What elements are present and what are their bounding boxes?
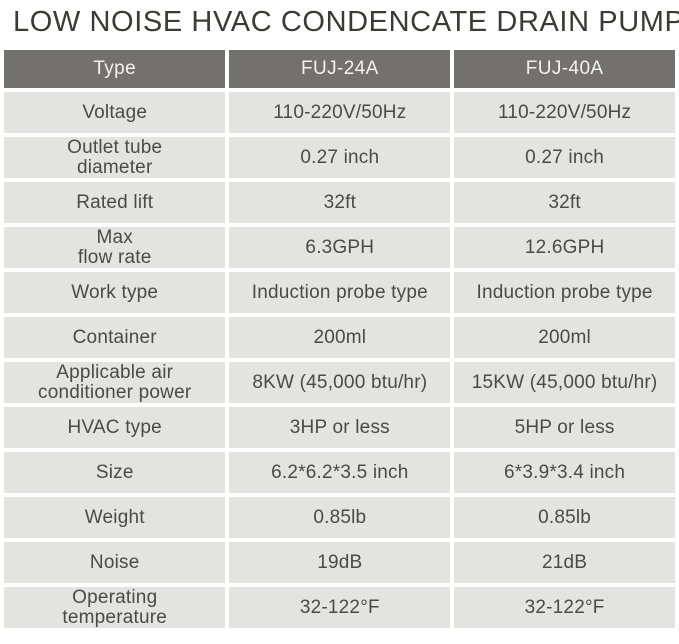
spec-value: 21dB [454, 542, 675, 583]
spec-value: Induction probe type [229, 272, 451, 313]
spec-value: 200ml [454, 317, 675, 358]
spec-label: Voltage [4, 92, 226, 133]
spec-value: 0.27 inch [454, 137, 675, 178]
spec-label: Weight [4, 497, 226, 538]
spec-value: 32ft [229, 182, 451, 223]
spec-value: 0.85lb [229, 497, 451, 538]
spec-value: 15KW (45,000 btu/hr) [454, 362, 675, 403]
spec-row-outlet-tube-diameter: Outlet tube diameter 0.27 inch 0.27 inch [4, 137, 675, 178]
spec-value: 8KW (45,000 btu/hr) [229, 362, 451, 403]
spec-value: 6.2*6.2*3.5 inch [229, 452, 451, 493]
spec-value: 110-220V/50Hz [229, 92, 451, 133]
spec-value: 32-122°F [454, 587, 675, 628]
spec-row-voltage: Voltage 110-220V/50Hz 110-220V/50Hz [4, 92, 675, 133]
column-header-fuj-40a: FUJ-40A [454, 50, 675, 88]
spec-label: Max flow rate [4, 227, 226, 268]
spec-label: Outlet tube diameter [4, 137, 226, 178]
spec-label: Rated lift [4, 182, 226, 223]
spec-row-size: Size 6.2*6.2*3.5 inch 6*3.9*3.4 inch [4, 452, 675, 493]
spec-value: 12.6GPH [454, 227, 675, 268]
spec-label: Operating temperature [4, 587, 226, 628]
page-title: LOW NOISE HVAC CONDENCATE DRAIN PUMP [13, 6, 679, 38]
spec-value: Induction probe type [454, 272, 675, 313]
spec-row-noise: Noise 19dB 21dB [4, 542, 675, 583]
spec-row-rated-lift: Rated lift 32ft 32ft [4, 182, 675, 223]
spec-value: 6.3GPH [229, 227, 451, 268]
column-header-fuj-24a: FUJ-24A [229, 50, 451, 88]
spec-value: 19dB [229, 542, 451, 583]
spec-value: 0.85lb [454, 497, 675, 538]
spec-row-max-flow-rate: Max flow rate 6.3GPH 12.6GPH [4, 227, 675, 268]
spec-value: 0.27 inch [229, 137, 451, 178]
spec-table: Type FUJ-24A FUJ-40A Voltage 110-220V/50… [0, 46, 679, 632]
spec-row-container: Container 200ml 200ml [4, 317, 675, 358]
spec-row-hvac-type: HVAC type 3HP or less 5HP or less [4, 407, 675, 448]
column-header-type: Type [4, 50, 226, 88]
spec-label: HVAC type [4, 407, 226, 448]
spec-row-applicable-air-conditioner-power: Applicable air conditioner power 8KW (45… [4, 362, 675, 403]
spec-label: Container [4, 317, 226, 358]
spec-label: Applicable air conditioner power [4, 362, 226, 403]
spec-value: 6*3.9*3.4 inch [454, 452, 675, 493]
spec-label: Size [4, 452, 226, 493]
spec-row-work-type: Work type Induction probe type Induction… [4, 272, 675, 313]
spec-value: 32ft [454, 182, 675, 223]
spec-value: 200ml [229, 317, 451, 358]
spec-label: Work type [4, 272, 226, 313]
spec-value: 110-220V/50Hz [454, 92, 675, 133]
spec-value: 3HP or less [229, 407, 451, 448]
spec-value: 32-122°F [229, 587, 451, 628]
spec-value: 5HP or less [454, 407, 675, 448]
spec-label: Noise [4, 542, 226, 583]
spec-row-operating-temperature: Operating temperature 32-122°F 32-122°F [4, 587, 675, 628]
table-header-row: Type FUJ-24A FUJ-40A [4, 50, 675, 88]
spec-row-weight: Weight 0.85lb 0.85lb [4, 497, 675, 538]
